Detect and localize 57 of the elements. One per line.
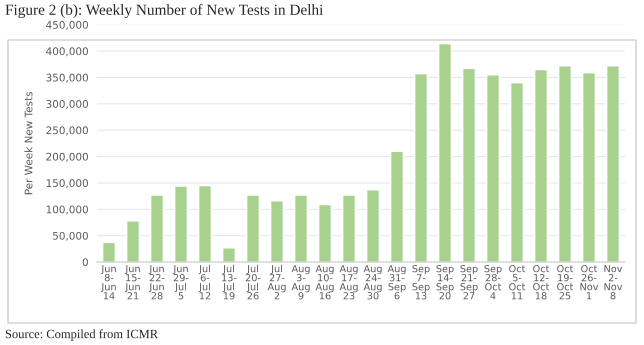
bar (462, 68, 476, 262)
y-tick-label: 350,000 (46, 74, 88, 83)
y-tick-label: 450,000 (46, 20, 88, 30)
x-tick-label: Jul 27- Aug 2 (268, 264, 286, 300)
bar (558, 65, 572, 262)
x-tick-label: Jul 20- Jul 26 (246, 264, 260, 300)
bar (582, 72, 596, 262)
bar (414, 73, 428, 262)
x-tick-label: Sep 14- Sep 20 (436, 264, 454, 300)
bar (198, 184, 212, 262)
bar (486, 74, 500, 262)
bar (294, 194, 308, 262)
bar (342, 194, 356, 262)
y-tick-label: 300,000 (46, 100, 88, 109)
x-tick-label: Jun 22- Jun 28 (148, 265, 164, 300)
x-tick-label: Oct 5- Oct 11 (509, 264, 526, 300)
bar (270, 200, 284, 262)
x-tick-label: Nov 2- Nov 8 (604, 265, 622, 300)
y-tick-label: 150,000 (46, 179, 88, 188)
bar (150, 194, 164, 262)
bar (246, 194, 260, 262)
y-tick-label: 0 (82, 258, 88, 266)
y-tick-label: 50,000 (53, 232, 88, 241)
bar (510, 82, 524, 262)
x-tick-label: Oct 19- Oct 25 (557, 264, 574, 300)
bar (390, 150, 404, 262)
bar (534, 68, 548, 262)
bar (126, 220, 140, 262)
source-note: Source: Compiled from ICMR (6, 329, 158, 341)
bar (438, 42, 452, 262)
bar (318, 204, 332, 262)
x-tick-label: Sep 7- Sep 13 (412, 264, 430, 300)
x-tick-label: Aug 31- Sep 6 (388, 265, 406, 300)
x-tick-label: Sep 21- Sep 27 (460, 264, 478, 300)
x-tick-label: Aug 10- Aug 16 (316, 265, 334, 300)
x-tick-label: Oct 26- Nov 1 (580, 264, 598, 300)
x-tick-label: Aug 17- Aug 23 (340, 265, 358, 300)
y-tick-label: 250,000 (46, 126, 88, 136)
x-tick-label: Sep 28- Oct 4 (484, 264, 502, 300)
y-tick-label: 200,000 (46, 152, 88, 162)
x-tick-label: Jul 13- Jul 19 (222, 264, 236, 300)
y-axis-title: Per Week New Tests (24, 92, 32, 194)
x-tick-label: Oct 12- Oct 18 (533, 264, 550, 300)
x-tick-label: Aug 3- Aug 9 (292, 265, 310, 300)
bar (174, 185, 188, 262)
bar (102, 242, 116, 262)
x-tick-label: Jun 8- Jun 14 (100, 265, 116, 300)
bar (606, 65, 620, 262)
x-tick-label: Jun 29- Jul 5 (172, 265, 188, 300)
x-tick-label: Jun 15- Jun 21 (124, 265, 140, 300)
bar (222, 247, 236, 262)
y-tick-label: 100,000 (46, 205, 88, 214)
bar (366, 189, 380, 262)
x-tick-label: Jul 6- Jul 12 (198, 264, 210, 300)
y-tick-label: 400,000 (46, 47, 88, 56)
x-tick-label: Aug 24- Aug 30 (364, 265, 382, 300)
chart-title: Figure 2 (b): Weekly Number of New Tests in Delhi (5, 4, 324, 18)
